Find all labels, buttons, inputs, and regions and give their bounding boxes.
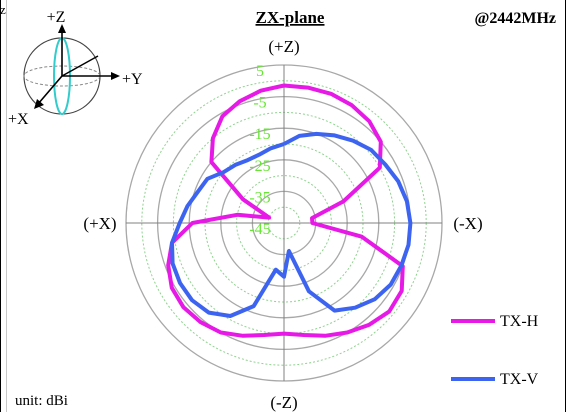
frame-inner-border	[6, 0, 7, 412]
widget-z-arrow	[58, 24, 66, 33]
widget-y-label: +Y	[122, 71, 143, 88]
frame-right-border	[565, 0, 566, 412]
axes-orientation-widget: +Z +Y +X	[8, 9, 143, 128]
unit-label: unit: dBi	[15, 393, 68, 409]
radial-tick-labels: 5 -5 -15 -25 -35 -45	[249, 63, 270, 238]
direction-top-label: (+Z)	[268, 37, 299, 56]
radial-tick-label-0: 5	[256, 63, 264, 80]
series-traces	[166, 83, 413, 338]
radial-tick-label-5: -45	[249, 221, 270, 238]
chart-title: ZX-plane	[256, 8, 325, 27]
chart-legend: TX-H TX-V	[451, 313, 539, 388]
widget-x-axis	[37, 75, 63, 105]
widget-z-label: +Z	[47, 9, 66, 26]
corner-glyph: z	[0, 2, 6, 17]
direction-bottom-label: (-Z)	[270, 393, 297, 412]
direction-left-label: (+X)	[83, 214, 116, 233]
widget-x-label: +X	[8, 111, 29, 128]
widget-diagonal-axis	[61, 55, 99, 77]
radial-tick-label-2: -15	[249, 126, 270, 143]
radial-tick-label-4: -35	[249, 189, 270, 206]
frame-left-border	[0, 0, 1, 412]
legend-label-tx-h: TX-H	[500, 313, 539, 330]
radial-tick-label-3: -25	[249, 158, 270, 175]
series-trace-tx-v	[170, 131, 413, 318]
radial-tick-label-1: -5	[253, 95, 266, 112]
direction-right-label: (-X)	[453, 214, 482, 233]
widget-x-arrow	[34, 99, 44, 109]
frequency-label: @2442MHz	[474, 10, 556, 27]
series-trace-tx-h	[166, 83, 405, 338]
legend-label-tx-v: TX-V	[500, 371, 539, 388]
widget-y-arrow	[111, 72, 120, 80]
